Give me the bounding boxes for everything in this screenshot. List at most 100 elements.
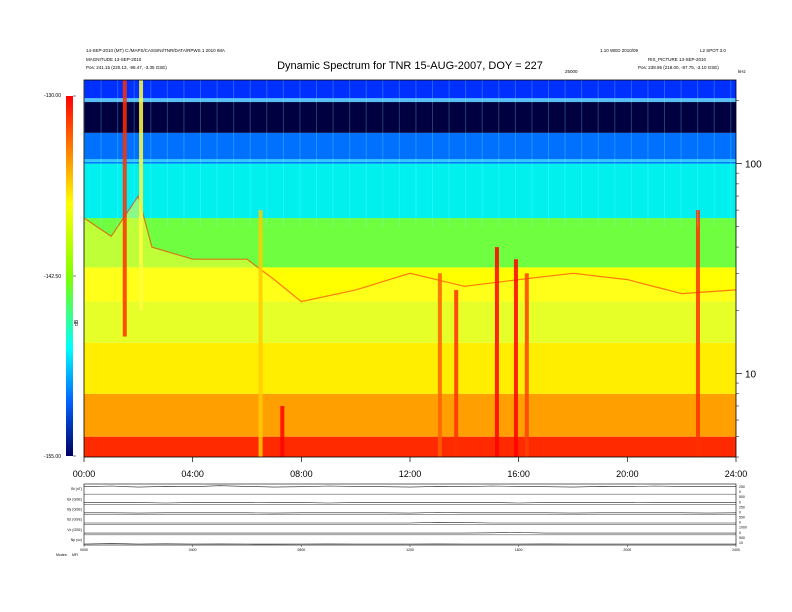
header-left-line3: Pos: 241.15 (220.13, -98.47, -3.35 GSE) [86, 65, 167, 70]
ts-right-tick: 0 [739, 510, 741, 514]
spectrogram-x-axis: 00:00 04:00 08:00 12:00 16:00 20:00 24:00 [73, 457, 748, 479]
spectrum-band-9 [84, 80, 736, 101]
ts-x-tick-label: 2000 [623, 548, 631, 552]
ts-series-label: Bx (GSE) [67, 497, 82, 501]
spectrum-streak [316, 80, 318, 227]
header-small-label: 25000 [565, 69, 578, 74]
spectrum-streak [548, 80, 550, 227]
spectrum-streak [266, 80, 268, 227]
spectrum-burst-5 [454, 289, 459, 457]
spectrum-streak [481, 80, 483, 227]
spectrum-streak [531, 80, 533, 227]
ts-series-label: Bz (GSE) [67, 518, 82, 522]
ts-series-line [83, 485, 737, 488]
spectrum-streak [697, 80, 699, 227]
spectrum-burst-9 [695, 210, 700, 457]
spectrum-streak [514, 80, 516, 227]
spectrum-burst-7 [513, 259, 518, 457]
spectrum-streak [448, 80, 450, 227]
ts-right-tick: 500 [739, 536, 745, 540]
spectrum-streak [564, 80, 566, 227]
spectrum-streak [465, 80, 467, 227]
x-tick-label: 16:00 [507, 469, 530, 479]
colorbar-tick-mid: -142.50 [44, 274, 61, 280]
spectrum-burst-1 [139, 80, 144, 311]
x-tick-label: 00:00 [73, 469, 96, 479]
header-right-line1: 1.10 WED 2010/09 [600, 48, 639, 53]
x-tick-label: 24:00 [725, 469, 748, 479]
spectrum-streak [100, 80, 102, 227]
ts-series-line [84, 532, 736, 534]
ts-series-line [84, 521, 736, 524]
spectrum-burst-3 [280, 405, 285, 457]
spectrum-streak [647, 80, 649, 227]
spectrum-line-200 [84, 98, 736, 103]
spectrum-streak [614, 80, 616, 227]
ts-series-label: Vx (GSE) [67, 528, 82, 532]
ts-x-tick-label: 2400 [732, 548, 740, 552]
header-right-line3: RIS_PICTURE 13-SEP-2010 [648, 57, 707, 62]
spectrum-streak [233, 80, 235, 227]
spectrum-streak [730, 80, 732, 227]
spectrum-streak [216, 80, 218, 227]
ts-series-label: Np (cc) [71, 538, 82, 542]
ts-x-tick-label: 1600 [515, 548, 523, 552]
spectrum-streak [200, 80, 202, 227]
spectrum-streak [432, 80, 434, 227]
spectrum-band-1 [84, 393, 736, 437]
spectrogram [84, 80, 736, 457]
spectrum-streak [166, 80, 168, 227]
y-tick-label: 100 [745, 160, 762, 171]
spectrum-streak [382, 80, 384, 227]
spectrum-burst-2 [258, 210, 263, 457]
ts-right-tick: 1000 [739, 526, 747, 530]
spectrum-streak [713, 80, 715, 227]
y-tick-label: 10 [745, 369, 757, 380]
spectrum-streak [581, 80, 583, 227]
x-tick-label: 08:00 [290, 469, 313, 479]
spectrum-streak [299, 80, 301, 227]
spectrum-burst-4 [437, 273, 442, 457]
spectrum-band-8 [84, 100, 736, 133]
ts-right-tick: 0 [739, 531, 741, 535]
spectrum-streak [630, 80, 632, 227]
spectrum-burst-6 [494, 247, 499, 457]
spectrum-streak [365, 80, 367, 227]
spectrum-streak [84, 80, 85, 227]
ts-right-tick: 250 [739, 505, 745, 509]
spectrum-streak [398, 80, 400, 227]
colorbar [66, 96, 73, 456]
chart-title: Dynamic Spectrum for TNR 15-AUG-2007, DO… [277, 60, 543, 72]
spectrum-streak [415, 80, 417, 227]
timeseries-panel: Bt (nT) Bx (GSE) By (GSE) Bz (GSE) Vx (GSE) N… [67, 483, 747, 552]
ts-right-tick: 0 [739, 500, 741, 504]
header-left-line2: MAGNITUDE 13-SEP-2010 [86, 57, 142, 62]
spectrum-streak [183, 80, 185, 227]
spectrum-streak [249, 80, 251, 227]
spectrum-streak [597, 80, 599, 227]
spectrum-streak [680, 80, 682, 227]
colorbar-label: dB [74, 319, 80, 326]
spectrum-burst-0 [122, 80, 127, 337]
spectrum-upper-band [84, 196, 736, 343]
spectrum-streak [664, 80, 666, 227]
spectrum-line-100 [84, 159, 736, 163]
ts-right-tick: 10 [739, 541, 743, 545]
ts-right-tick: 500 [739, 516, 745, 520]
ts-series-line [83, 501, 736, 504]
spectrum-streak [133, 80, 135, 227]
spectrum-streak [150, 80, 152, 227]
x-tick-label: 12:00 [399, 469, 422, 479]
spectrum-band-2 [84, 342, 736, 394]
spectrum-streak [498, 80, 500, 227]
spectrum-streak [332, 80, 334, 227]
ts-series-line [83, 543, 736, 545]
ts-series-label: By (GSE) [67, 507, 82, 511]
ts-right-tick: 0 [739, 521, 741, 525]
spectrum-streak [117, 80, 119, 227]
colorbar-tick-top: -130.00 [44, 93, 61, 99]
ts-x-tick-label: 1200 [406, 548, 414, 552]
ts-x-tick-label: 0000 [80, 548, 88, 552]
ts-x-tick-label: 0400 [189, 548, 197, 552]
